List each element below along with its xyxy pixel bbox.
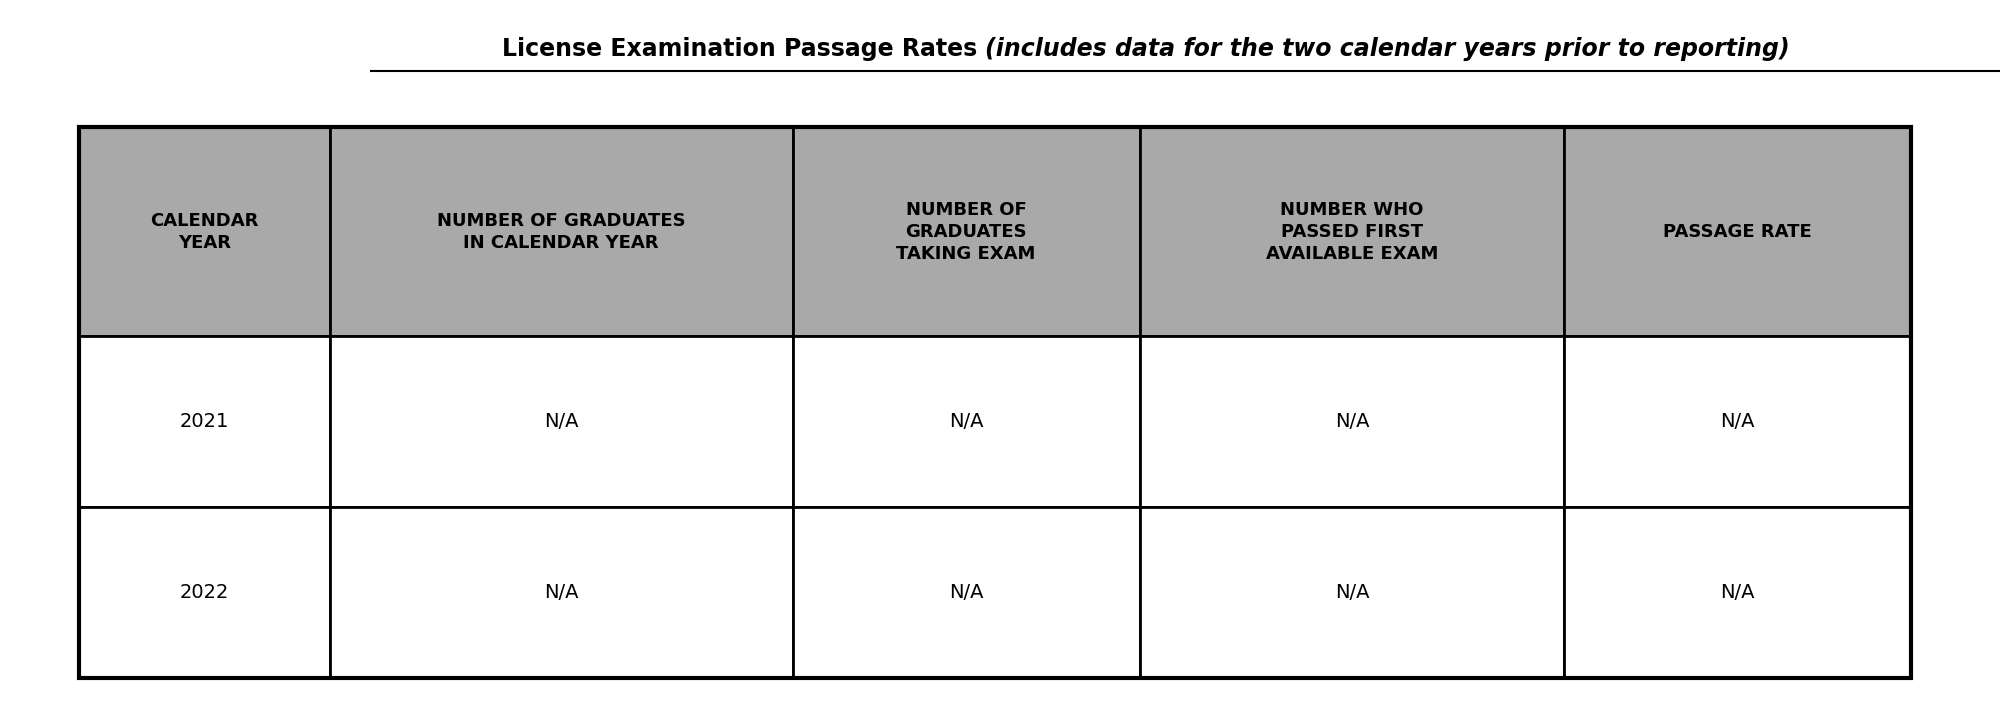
Bar — [792, 336, 1140, 507]
Text: NUMBER WHO
PASSED FIRST
AVAILABLE EXAM: NUMBER WHO PASSED FIRST AVAILABLE EXAM — [1266, 201, 1438, 263]
Text: N/A: N/A — [1334, 412, 1370, 431]
Bar — [792, 507, 1140, 678]
Bar — [1564, 336, 1912, 507]
Text: 2021: 2021 — [180, 412, 228, 431]
Bar — [1564, 127, 1912, 336]
Text: 2022: 2022 — [180, 583, 228, 602]
Bar — [78, 127, 1912, 678]
Text: N/A: N/A — [948, 583, 984, 602]
Bar — [330, 507, 792, 678]
Text: N/A: N/A — [544, 412, 578, 431]
Text: N/A: N/A — [1720, 412, 1754, 431]
Bar — [330, 127, 792, 336]
Bar — [1140, 127, 1564, 336]
Text: N/A: N/A — [1720, 583, 1754, 602]
Bar — [330, 336, 792, 507]
Text: NUMBER OF
GRADUATES
TAKING EXAM: NUMBER OF GRADUATES TAKING EXAM — [896, 201, 1036, 263]
Text: NUMBER OF GRADUATES
IN CALENDAR YEAR: NUMBER OF GRADUATES IN CALENDAR YEAR — [436, 212, 686, 252]
Bar — [78, 127, 330, 336]
Text: License Examination Passage Rates: License Examination Passage Rates — [502, 37, 986, 61]
Bar — [1140, 507, 1564, 678]
Text: (includes data for the two calendar years prior to reporting): (includes data for the two calendar year… — [986, 37, 1790, 61]
Bar — [78, 507, 330, 678]
Text: N/A: N/A — [1334, 583, 1370, 602]
Text: N/A: N/A — [544, 583, 578, 602]
Bar — [78, 336, 330, 507]
Text: N/A: N/A — [948, 412, 984, 431]
Bar — [1564, 507, 1912, 678]
Text: CALENDAR
YEAR: CALENDAR YEAR — [150, 212, 258, 252]
Text: PASSAGE RATE: PASSAGE RATE — [1664, 222, 1812, 241]
Bar — [792, 127, 1140, 336]
Bar — [1140, 336, 1564, 507]
